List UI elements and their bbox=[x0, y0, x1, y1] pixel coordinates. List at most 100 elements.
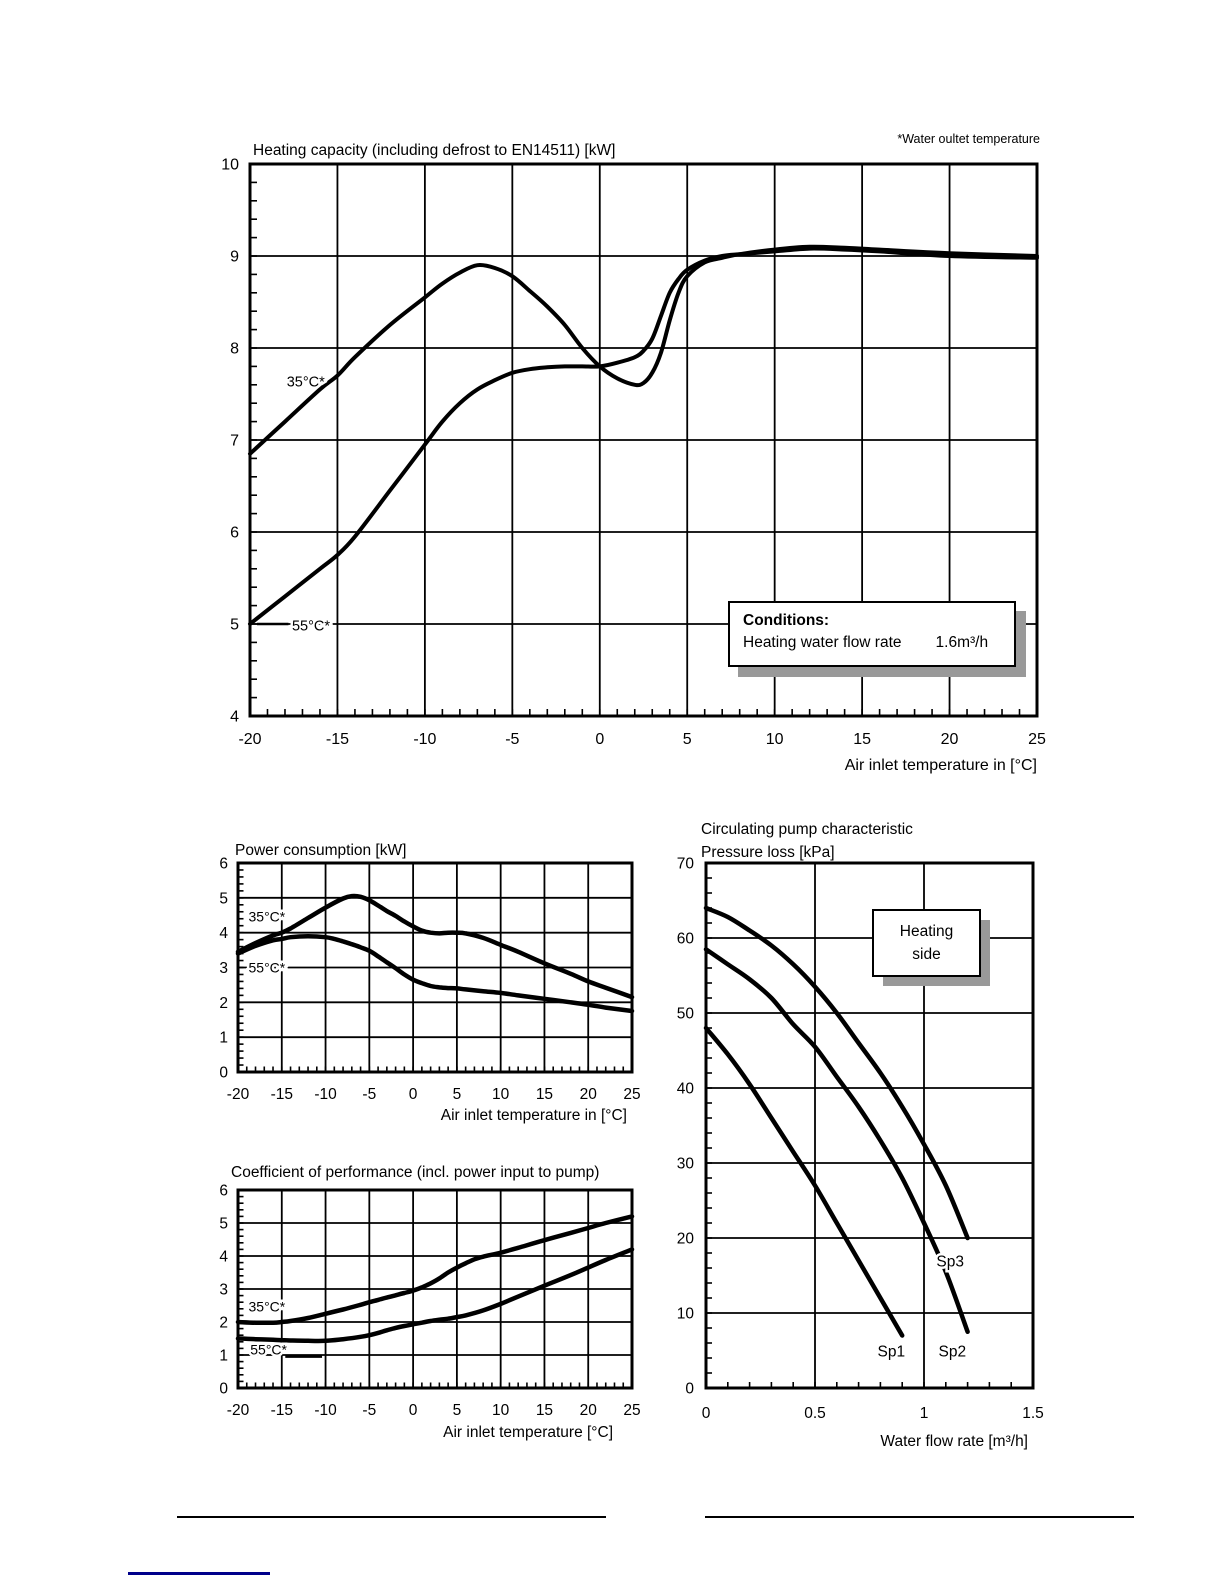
y-tick-label: 40 bbox=[677, 1081, 695, 1098]
x-tick-label: 10 bbox=[492, 1402, 510, 1419]
y-tick-label: 0 bbox=[219, 1381, 228, 1398]
series-annotation: Sp1 bbox=[878, 1344, 906, 1361]
x-tick-label: -5 bbox=[362, 1402, 376, 1419]
curve-55C bbox=[248, 246, 1039, 626]
y-tick-label: 8 bbox=[230, 341, 239, 358]
y-tick-label: 5 bbox=[219, 1216, 228, 1233]
x-tick-label: -10 bbox=[314, 1086, 337, 1103]
heating-side-line1: Heating bbox=[900, 923, 953, 940]
x-tick-label: 15 bbox=[536, 1402, 553, 1419]
x-axis-label: Air inlet temperature in [°C] bbox=[845, 757, 1037, 774]
x-tick-label: 20 bbox=[580, 1402, 598, 1419]
power-consumption-chart: -20 -15 -10 -5 0 5 10 15 20 25 0 1 2 3 4 5 6 Power consum… bbox=[219, 842, 640, 1124]
x-tick-label: -10 bbox=[413, 731, 436, 748]
x-tick-label: 0.5 bbox=[804, 1405, 826, 1422]
conditions-label: Heating water flow rate bbox=[743, 634, 902, 652]
curve-35C bbox=[235, 893, 635, 1000]
x-tick-label: 20 bbox=[580, 1086, 598, 1103]
x-tick-label: -20 bbox=[227, 1402, 250, 1419]
x-axis-label: Air inlet temperature in [°C] bbox=[441, 1107, 627, 1124]
heating-side-box bbox=[872, 909, 981, 977]
plot-border bbox=[236, 1188, 634, 1390]
x-tick-label: 25 bbox=[1028, 731, 1046, 748]
y-tick-label: 1 bbox=[219, 1348, 228, 1365]
x-tick-label: 0 bbox=[409, 1086, 418, 1103]
series-annotation: Sp3 bbox=[936, 1254, 964, 1271]
pump-characteristic-chart: 0 0.5 1 1.5 0 10 20 30 40 50 60 70 Circulating pump … bbox=[677, 821, 1044, 1450]
y-tick-label: 4 bbox=[219, 925, 228, 942]
x-tick-label: 15 bbox=[536, 1086, 553, 1103]
heating-capacity-chart: -20 -15 -10 -5 0 5 10 15 20 25 4 5 6 7 8 9 10 Heating cap… bbox=[221, 142, 1046, 774]
plot-border bbox=[236, 861, 634, 1074]
y-tick-label: 2 bbox=[219, 995, 228, 1012]
y-tick-label: 3 bbox=[219, 1282, 228, 1299]
x-tick-label: -15 bbox=[271, 1402, 293, 1419]
x-tick-label: -20 bbox=[227, 1086, 250, 1103]
x-tick-label: 20 bbox=[941, 731, 959, 748]
x-tick-label: -5 bbox=[362, 1086, 376, 1103]
curve-Sp2 bbox=[703, 947, 970, 1335]
chart-title: Circulating pump characteristic bbox=[701, 821, 913, 838]
series-annotation: Sp2 bbox=[939, 1344, 967, 1361]
series-annotation: 55°C* bbox=[249, 960, 286, 976]
chart-title: Pressure loss [kPa] bbox=[701, 844, 835, 861]
x-tick-label: 25 bbox=[623, 1086, 640, 1103]
y-tick-label: 5 bbox=[219, 890, 228, 907]
x-axis-label: Air inlet temperature [°C] bbox=[443, 1424, 613, 1441]
y-tick-label: 10 bbox=[677, 1306, 695, 1323]
curve-35C bbox=[235, 1214, 635, 1326]
y-tick-label: 20 bbox=[677, 1231, 695, 1248]
y-tick-label: 7 bbox=[230, 433, 239, 450]
y-tick-label: 5 bbox=[230, 617, 239, 634]
y-tick-label: 4 bbox=[219, 1249, 228, 1266]
y-tick-label: 1 bbox=[219, 1030, 228, 1047]
x-tick-label: -5 bbox=[505, 731, 519, 748]
y-tick-label: 9 bbox=[230, 249, 239, 266]
series-annotation: 35°C* bbox=[249, 1298, 286, 1314]
y-tick-label: 50 bbox=[677, 1006, 695, 1023]
y-tick-label: 6 bbox=[230, 525, 239, 542]
x-tick-label: 15 bbox=[853, 731, 871, 748]
y-tick-label: 0 bbox=[219, 1065, 228, 1082]
water-outlet-footnote: *Water oultet temperature bbox=[897, 132, 1040, 146]
x-tick-label: 1 bbox=[920, 1405, 929, 1422]
x-tick-label: -20 bbox=[238, 731, 261, 748]
cop-chart: -20 -15 -10 -5 0 5 10 15 20 25 0 1 2 3 4 5 6Coefficient … bbox=[219, 1164, 640, 1441]
x-tick-label: 5 bbox=[453, 1086, 462, 1103]
x-tick-label: 25 bbox=[623, 1402, 640, 1419]
chart-title: Heating capacity (including defrost to E… bbox=[253, 142, 615, 159]
curve-55C bbox=[235, 1247, 635, 1344]
y-tick-label: 60 bbox=[677, 931, 695, 948]
chart-title: Coefficient of performance (incl. power … bbox=[231, 1164, 599, 1181]
conditions-box: Conditions: Heating water flow rate 1.6m… bbox=[728, 601, 1016, 667]
y-tick-label: 6 bbox=[219, 856, 228, 873]
x-tick-label: 10 bbox=[766, 731, 784, 748]
plot-border bbox=[704, 861, 1035, 1390]
x-tick-label: -10 bbox=[314, 1402, 337, 1419]
y-tick-label: 70 bbox=[677, 856, 695, 873]
x-tick-label: 5 bbox=[683, 731, 692, 748]
conditions-value: 1.6m³/h bbox=[935, 634, 989, 652]
y-tick-label: 0 bbox=[685, 1381, 694, 1398]
series-annotation: 35°C* bbox=[287, 375, 325, 391]
series-annotation: 35°C* bbox=[249, 909, 286, 925]
x-tick-label: 0 bbox=[702, 1405, 711, 1422]
x-tick-label: 1.5 bbox=[1022, 1405, 1044, 1422]
x-tick-label: 0 bbox=[409, 1402, 418, 1419]
curve-Sp1 bbox=[703, 1025, 905, 1338]
curve-55C bbox=[235, 933, 635, 1014]
heating-side-line2: side bbox=[912, 946, 940, 963]
x-tick-label: -15 bbox=[271, 1086, 293, 1103]
conditions-heading: Conditions: bbox=[743, 612, 830, 629]
y-tick-label: 2 bbox=[219, 1315, 228, 1332]
x-tick-label: 5 bbox=[453, 1402, 462, 1419]
plot-border bbox=[248, 162, 1039, 718]
footer-rule-right bbox=[705, 1516, 1134, 1518]
y-tick-label: 6 bbox=[219, 1183, 228, 1200]
y-tick-label: 3 bbox=[219, 960, 228, 977]
footer-blue-underline bbox=[128, 1572, 270, 1575]
x-tick-label: 0 bbox=[595, 731, 604, 748]
footer-rule-left bbox=[177, 1516, 606, 1518]
y-tick-label: 4 bbox=[230, 709, 239, 726]
curve-Sp3 bbox=[703, 905, 970, 1241]
